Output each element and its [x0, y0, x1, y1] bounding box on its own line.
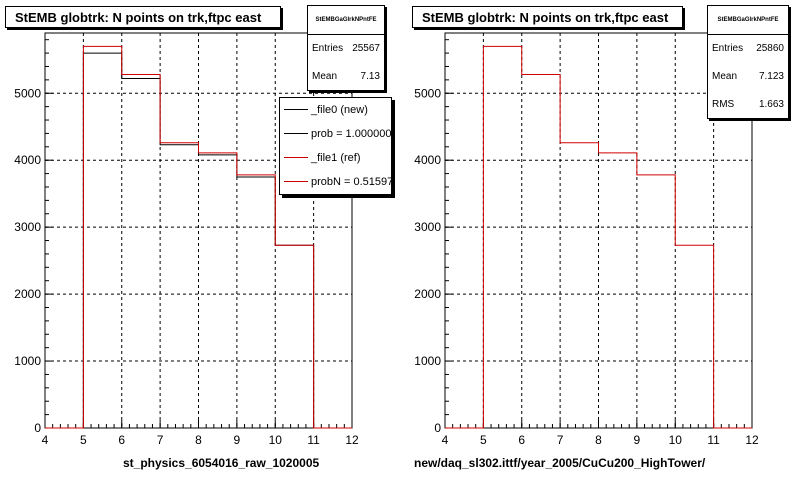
- stats-value: 1.663: [758, 99, 784, 110]
- legend-line: [284, 109, 308, 110]
- legend-text: prob = 1.000000: [311, 128, 392, 140]
- y-tick-label: 5000: [414, 86, 441, 100]
- legend-entry: _file1 (ref): [280, 146, 391, 170]
- stats-row-mean: Mean 7.13: [308, 63, 384, 91]
- legend-entry: probN = 0.515970: [280, 170, 391, 194]
- stats-value: 25860: [756, 43, 784, 54]
- plot-frame: [44, 32, 353, 429]
- legend: _file0 (new) prob = 1.000000 _file1 (ref…: [279, 97, 392, 195]
- stats-value: 25567: [352, 43, 380, 54]
- histogram-series-2: [45, 45, 352, 429]
- y-tick-label: 3000: [414, 220, 441, 234]
- histogram-panel-right: 4 5 6 7 8 9 10 11 12 0 1000 2000 3000 4000 5000 StEMB …: [400, 0, 800, 480]
- x-tick-label: 12: [745, 433, 759, 447]
- stats-value: 7.123: [758, 71, 784, 82]
- y-tick-label: 0: [434, 421, 441, 435]
- x-tick-label: 12: [345, 433, 359, 447]
- stats-box: StEMBGaGlrkNPntFE Entries 25567 Mean 7.1…: [307, 5, 385, 91]
- histogram-series-1: [445, 45, 752, 429]
- y-tick-label: 0: [34, 421, 41, 435]
- x-tick-label: 10: [269, 433, 283, 447]
- legend-text: _file0 (new): [311, 104, 368, 116]
- x-tick-label: 7: [157, 433, 164, 447]
- legend-text: probN = 0.515970: [311, 176, 392, 188]
- stats-row-rms: RMS 1.663: [708, 91, 788, 119]
- x-tick-label: 8: [195, 433, 202, 447]
- histogram-plot-left: 4 5 6 7 8 9 10 11 12 0 1000 2000 3000 4000 5000: [14, 32, 359, 447]
- stats-value: 7.13: [360, 71, 380, 82]
- x-tick-label: 9: [634, 433, 641, 447]
- y-tick-label: 1000: [414, 354, 441, 368]
- y-tick-label: 2000: [14, 287, 41, 301]
- legend-entry: prob = 1.000000: [280, 122, 391, 146]
- stats-name: StEMBGaGlrkNPntFE: [708, 6, 788, 35]
- legend-line: [284, 181, 308, 182]
- legend-text: _file1 (ref): [311, 152, 361, 164]
- stats-label: Entries: [712, 43, 744, 54]
- x-tick-label: 11: [707, 433, 720, 447]
- y-tick-label: 1000: [14, 354, 41, 368]
- stats-label: Mean: [712, 71, 738, 82]
- x-tick-label: 6: [118, 433, 125, 447]
- chart-title: StEMB globtrk: N points on trk,ftpc east: [412, 6, 683, 28]
- stats-row-entries: Entries 25567: [308, 35, 384, 63]
- stats-row-entries: Entries 25860: [708, 35, 788, 63]
- x-tick-label: 11: [307, 433, 320, 447]
- x-tick-label: 4: [42, 433, 49, 447]
- stats-name: StEMBGaGlrkNPntFE: [308, 6, 384, 35]
- stats-label: RMS: [712, 99, 735, 110]
- chart-title: StEMB globtrk: N points on trk,ftpc east: [5, 6, 281, 28]
- x-tick-label: 5: [80, 433, 87, 447]
- plot-frame: [444, 32, 753, 429]
- stats-row-mean: Mean 7.123: [708, 63, 788, 91]
- x-tick-label: 7: [557, 433, 564, 447]
- y-tick-label: 4000: [14, 153, 41, 167]
- legend-line: [284, 157, 308, 158]
- legend-line: [284, 133, 308, 134]
- x-tick-label: 5: [480, 433, 487, 447]
- stats-box: StEMBGaGlrkNPntFE Entries 25860 Mean 7.1…: [707, 5, 789, 119]
- histogram-panel-left: 4 5 6 7 8 9 10 11 12 0 1000 2000 3000 4000 5000 StEMB …: [5, 5, 392, 470]
- x-tick-label: 10: [669, 433, 683, 447]
- histogram-plot-right: 4 5 6 7 8 9 10 11 12 0 1000 2000 3000 4000 5000: [414, 32, 759, 447]
- x-tick-label: 4: [442, 433, 449, 447]
- legend-entry: _file0 (new): [280, 98, 391, 122]
- y-tick-label: 5000: [14, 86, 41, 100]
- x-tick-label: 8: [595, 433, 602, 447]
- x-axis-label: new/daq_sl302.ittf/year_2005/CuCu200_Hig…: [414, 456, 706, 470]
- y-tick-label: 2000: [414, 287, 441, 301]
- x-tick-label: 6: [518, 433, 525, 447]
- x-tick-label: 9: [234, 433, 241, 447]
- y-tick-label: 3000: [14, 220, 41, 234]
- stats-label: Entries: [312, 43, 344, 54]
- stats-label: Mean: [312, 71, 338, 82]
- x-axis-label: st_physics_6054016_raw_1020005: [123, 456, 320, 470]
- y-tick-label: 4000: [414, 153, 441, 167]
